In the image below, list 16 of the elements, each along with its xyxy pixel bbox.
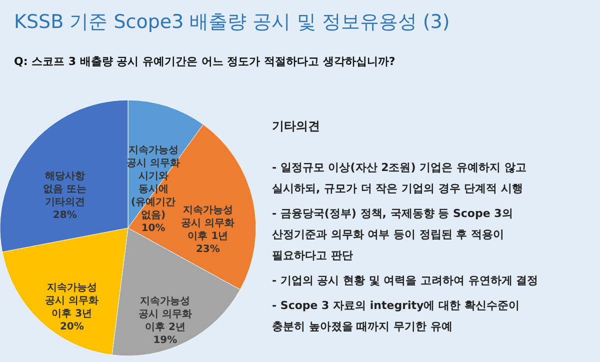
slice-label: 지속가능성 공시 의무화 이후 1년	[181, 205, 235, 242]
chart-subtitle: Q: 스코프 3 배출량 공시 유예기간은 어느 정도가 적절하다고 생각하십니까?	[14, 55, 396, 68]
data-label: 10%	[141, 223, 166, 234]
data-label: 19%	[153, 334, 178, 346]
text: 기타의견	[272, 119, 320, 133]
text: - Scope 3 자료의 integrity에 대한 확신수준이 충분히 높아졌을 때까지 무기한 유예	[272, 299, 520, 333]
text: - 일정규모 이상(자산 2조원) 기업은 유예하지 않고 실시하되, 규모가 더 작은 기업의 경우 단계적 시행	[272, 161, 526, 195]
slice-label: 해당사항 없음 또는 기타의견	[43, 170, 87, 208]
slice-label: 지속가능성 공시 의무화 이후 3년	[45, 282, 99, 320]
text: - 금융당국(정부) 정책, 국제동향 등 Scope 3의 산정기준과 의무화 여부 등이 정립된 후 적용이 필요하다고 판단	[272, 207, 513, 262]
data-label: 23%	[196, 244, 220, 256]
slice-label: 지속가능성 공시 의무화 이후 2년	[138, 296, 192, 333]
data-label: 28%	[52, 210, 77, 221]
data-label: 20%	[60, 322, 84, 333]
chart-title: KSSB 기준 Scope3 배출량 공시 및 정보유용성 (3)	[14, 11, 450, 33]
text: - 기업의 공시 현황 및 여력을 고려하여 유연하게 결정	[272, 274, 538, 287]
